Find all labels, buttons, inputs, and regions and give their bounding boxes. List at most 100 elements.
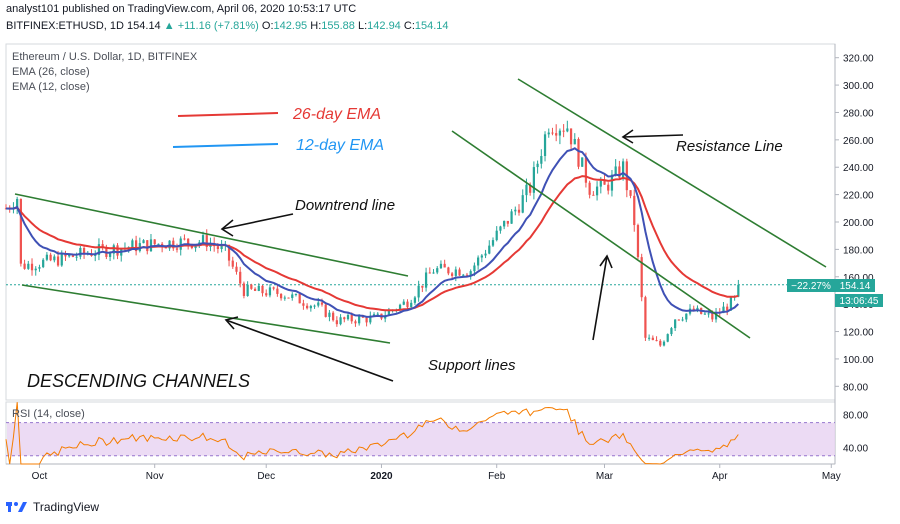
- candle-body: [131, 240, 134, 248]
- candle-body: [94, 254, 97, 256]
- candle-body: [703, 313, 707, 315]
- candle-body: [317, 302, 320, 306]
- candle-body: [410, 302, 413, 308]
- time-tick-label: Mar: [596, 471, 614, 482]
- candle-body: [666, 334, 669, 342]
- candle-body: [320, 302, 324, 305]
- candle-body: [38, 267, 41, 269]
- ohlc-c-label: C:: [403, 20, 415, 32]
- candle-body: [134, 240, 138, 252]
- candle-body: [722, 306, 725, 314]
- downtrend-arrow: [221, 213, 294, 230]
- support-arrow-lower-1-head: [224, 316, 239, 330]
- candle-body: [674, 319, 677, 329]
- candle-body: [424, 272, 428, 288]
- trend-lines: [14, 78, 827, 344]
- candle-body: [555, 133, 558, 136]
- candle-body: [328, 312, 331, 317]
- candle-body: [506, 220, 509, 224]
- candle-body: [525, 184, 528, 196]
- candle-body: [607, 184, 610, 191]
- candle-body: [670, 328, 673, 335]
- candle-body: [413, 297, 417, 303]
- rsi-line: [5, 402, 739, 465]
- candle-body: [465, 274, 469, 276]
- candle-body: [175, 248, 179, 250]
- ohlc-close: 154.14: [414, 20, 449, 32]
- support-arrow-upper-head: [599, 254, 613, 269]
- candle-body: [662, 341, 666, 346]
- candle-body: [458, 269, 461, 276]
- candle-body: [343, 317, 346, 320]
- downtrend-annotation: Downtrend line: [295, 197, 395, 214]
- candle-body: [53, 256, 56, 261]
- candle-body: [532, 167, 535, 193]
- ohlc-low: 142.94: [367, 20, 401, 32]
- candle-body: [659, 340, 662, 346]
- chart-header: analyst101 published on TradingView.com,…: [0, 0, 900, 40]
- candle-body: [358, 316, 361, 324]
- candle-body: [19, 198, 22, 264]
- ema26-legend-swatch: [177, 112, 279, 117]
- candle-body: [220, 245, 223, 249]
- candle-body: [681, 319, 684, 321]
- main-pane-frame: [5, 43, 836, 401]
- candle-body: [164, 247, 167, 249]
- candle-body: [547, 132, 550, 135]
- candle-body: [183, 238, 186, 240]
- candle-body: [543, 134, 547, 157]
- candle-body: [16, 198, 19, 209]
- candle-body: [499, 226, 502, 231]
- candle-body: [447, 267, 450, 274]
- time-tick-label: Nov: [146, 471, 164, 482]
- candle-body: [291, 294, 294, 298]
- candle-body: [250, 284, 253, 289]
- resistance-arrow: [622, 134, 684, 138]
- candle-body: [707, 313, 710, 315]
- candle-body: [179, 238, 182, 250]
- candle-body: [640, 257, 643, 298]
- candle-body: [71, 254, 75, 257]
- candle-body: [387, 310, 391, 316]
- ohlc-o-label: O:: [261, 20, 274, 32]
- candle-body: [462, 274, 465, 276]
- candle-body: [309, 305, 312, 309]
- candle-body: [287, 297, 290, 299]
- candle-body: [75, 256, 78, 258]
- candle-body: [142, 240, 145, 244]
- candle-body: [484, 253, 487, 256]
- candle-body: [60, 253, 63, 266]
- price-tick-label: 300.00: [843, 81, 874, 92]
- candle-body: [354, 321, 357, 324]
- tradingview-logo[interactable]: TradingView: [6, 500, 99, 514]
- candle-body: [540, 156, 543, 164]
- tradingview-logo-icon: [6, 502, 27, 512]
- candle-body: [369, 315, 372, 323]
- candle-body: [558, 130, 562, 136]
- price-tick-label: 80.00: [843, 382, 868, 393]
- price-label-background: [835, 279, 875, 292]
- candle-body: [618, 166, 621, 178]
- candle-body: [577, 138, 580, 167]
- price-tick-label: 220.00: [843, 191, 874, 202]
- ema12-line: [5, 147, 739, 318]
- candle-body: [339, 317, 342, 325]
- price-tag-pct: −22.27%: [791, 281, 831, 292]
- time-tick-label: Feb: [488, 471, 506, 482]
- candle-body: [242, 283, 246, 296]
- candle-body: [536, 163, 539, 168]
- candle-body: [562, 130, 565, 132]
- candle-body: [261, 285, 264, 294]
- ema26-legend: EMA (26, close): [12, 66, 90, 78]
- up-arrow-icon: ▲: [163, 20, 175, 32]
- candle-body: [610, 174, 614, 191]
- candle-body: [595, 186, 599, 196]
- time-tick-label: 2020: [370, 471, 393, 482]
- candle-body: [231, 260, 234, 267]
- candle-body: [172, 240, 175, 249]
- candle-body: [677, 319, 680, 321]
- candle-body: [313, 305, 316, 307]
- candle-body: [298, 293, 301, 304]
- candle-body: [480, 255, 483, 258]
